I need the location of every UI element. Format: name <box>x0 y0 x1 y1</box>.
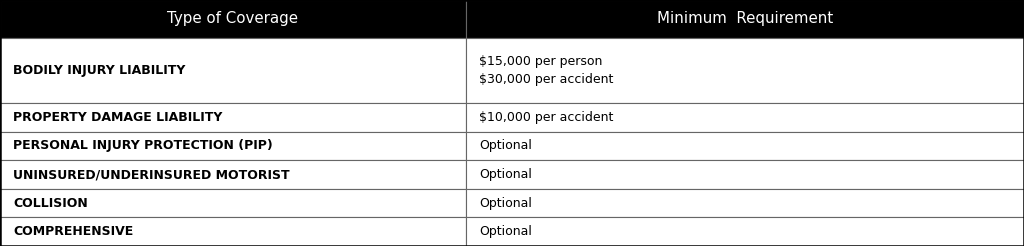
Text: COLLISION: COLLISION <box>13 197 88 210</box>
Text: UNINSURED/UNDERINSURED MOTORIST: UNINSURED/UNDERINSURED MOTORIST <box>13 168 290 181</box>
Text: COMPREHENSIVE: COMPREHENSIVE <box>13 225 133 238</box>
Bar <box>0 38 466 103</box>
Bar <box>466 160 1024 189</box>
Bar <box>466 103 1024 132</box>
Bar <box>0 132 466 160</box>
Text: $10,000 per accident: $10,000 per accident <box>479 111 613 124</box>
Text: Minimum  Requirement: Minimum Requirement <box>656 12 834 27</box>
Bar <box>466 0 1024 38</box>
Text: Optional: Optional <box>479 197 532 210</box>
Text: Optional: Optional <box>479 225 532 238</box>
Text: Type of Coverage: Type of Coverage <box>168 12 298 27</box>
Bar <box>466 38 1024 103</box>
Text: BODILY INJURY LIABILITY: BODILY INJURY LIABILITY <box>13 64 185 77</box>
Text: $15,000 per person
$30,000 per accident: $15,000 per person $30,000 per accident <box>479 55 613 86</box>
Bar <box>466 217 1024 246</box>
Bar <box>0 160 466 189</box>
Text: PROPERTY DAMAGE LIABILITY: PROPERTY DAMAGE LIABILITY <box>13 111 222 124</box>
Text: PERSONAL INJURY PROTECTION (PIP): PERSONAL INJURY PROTECTION (PIP) <box>13 139 273 153</box>
Bar <box>466 132 1024 160</box>
Bar <box>0 189 466 217</box>
Bar <box>466 189 1024 217</box>
Text: Optional: Optional <box>479 168 532 181</box>
Text: Optional: Optional <box>479 139 532 153</box>
Bar <box>0 217 466 246</box>
Bar <box>0 0 466 38</box>
Bar <box>0 103 466 132</box>
